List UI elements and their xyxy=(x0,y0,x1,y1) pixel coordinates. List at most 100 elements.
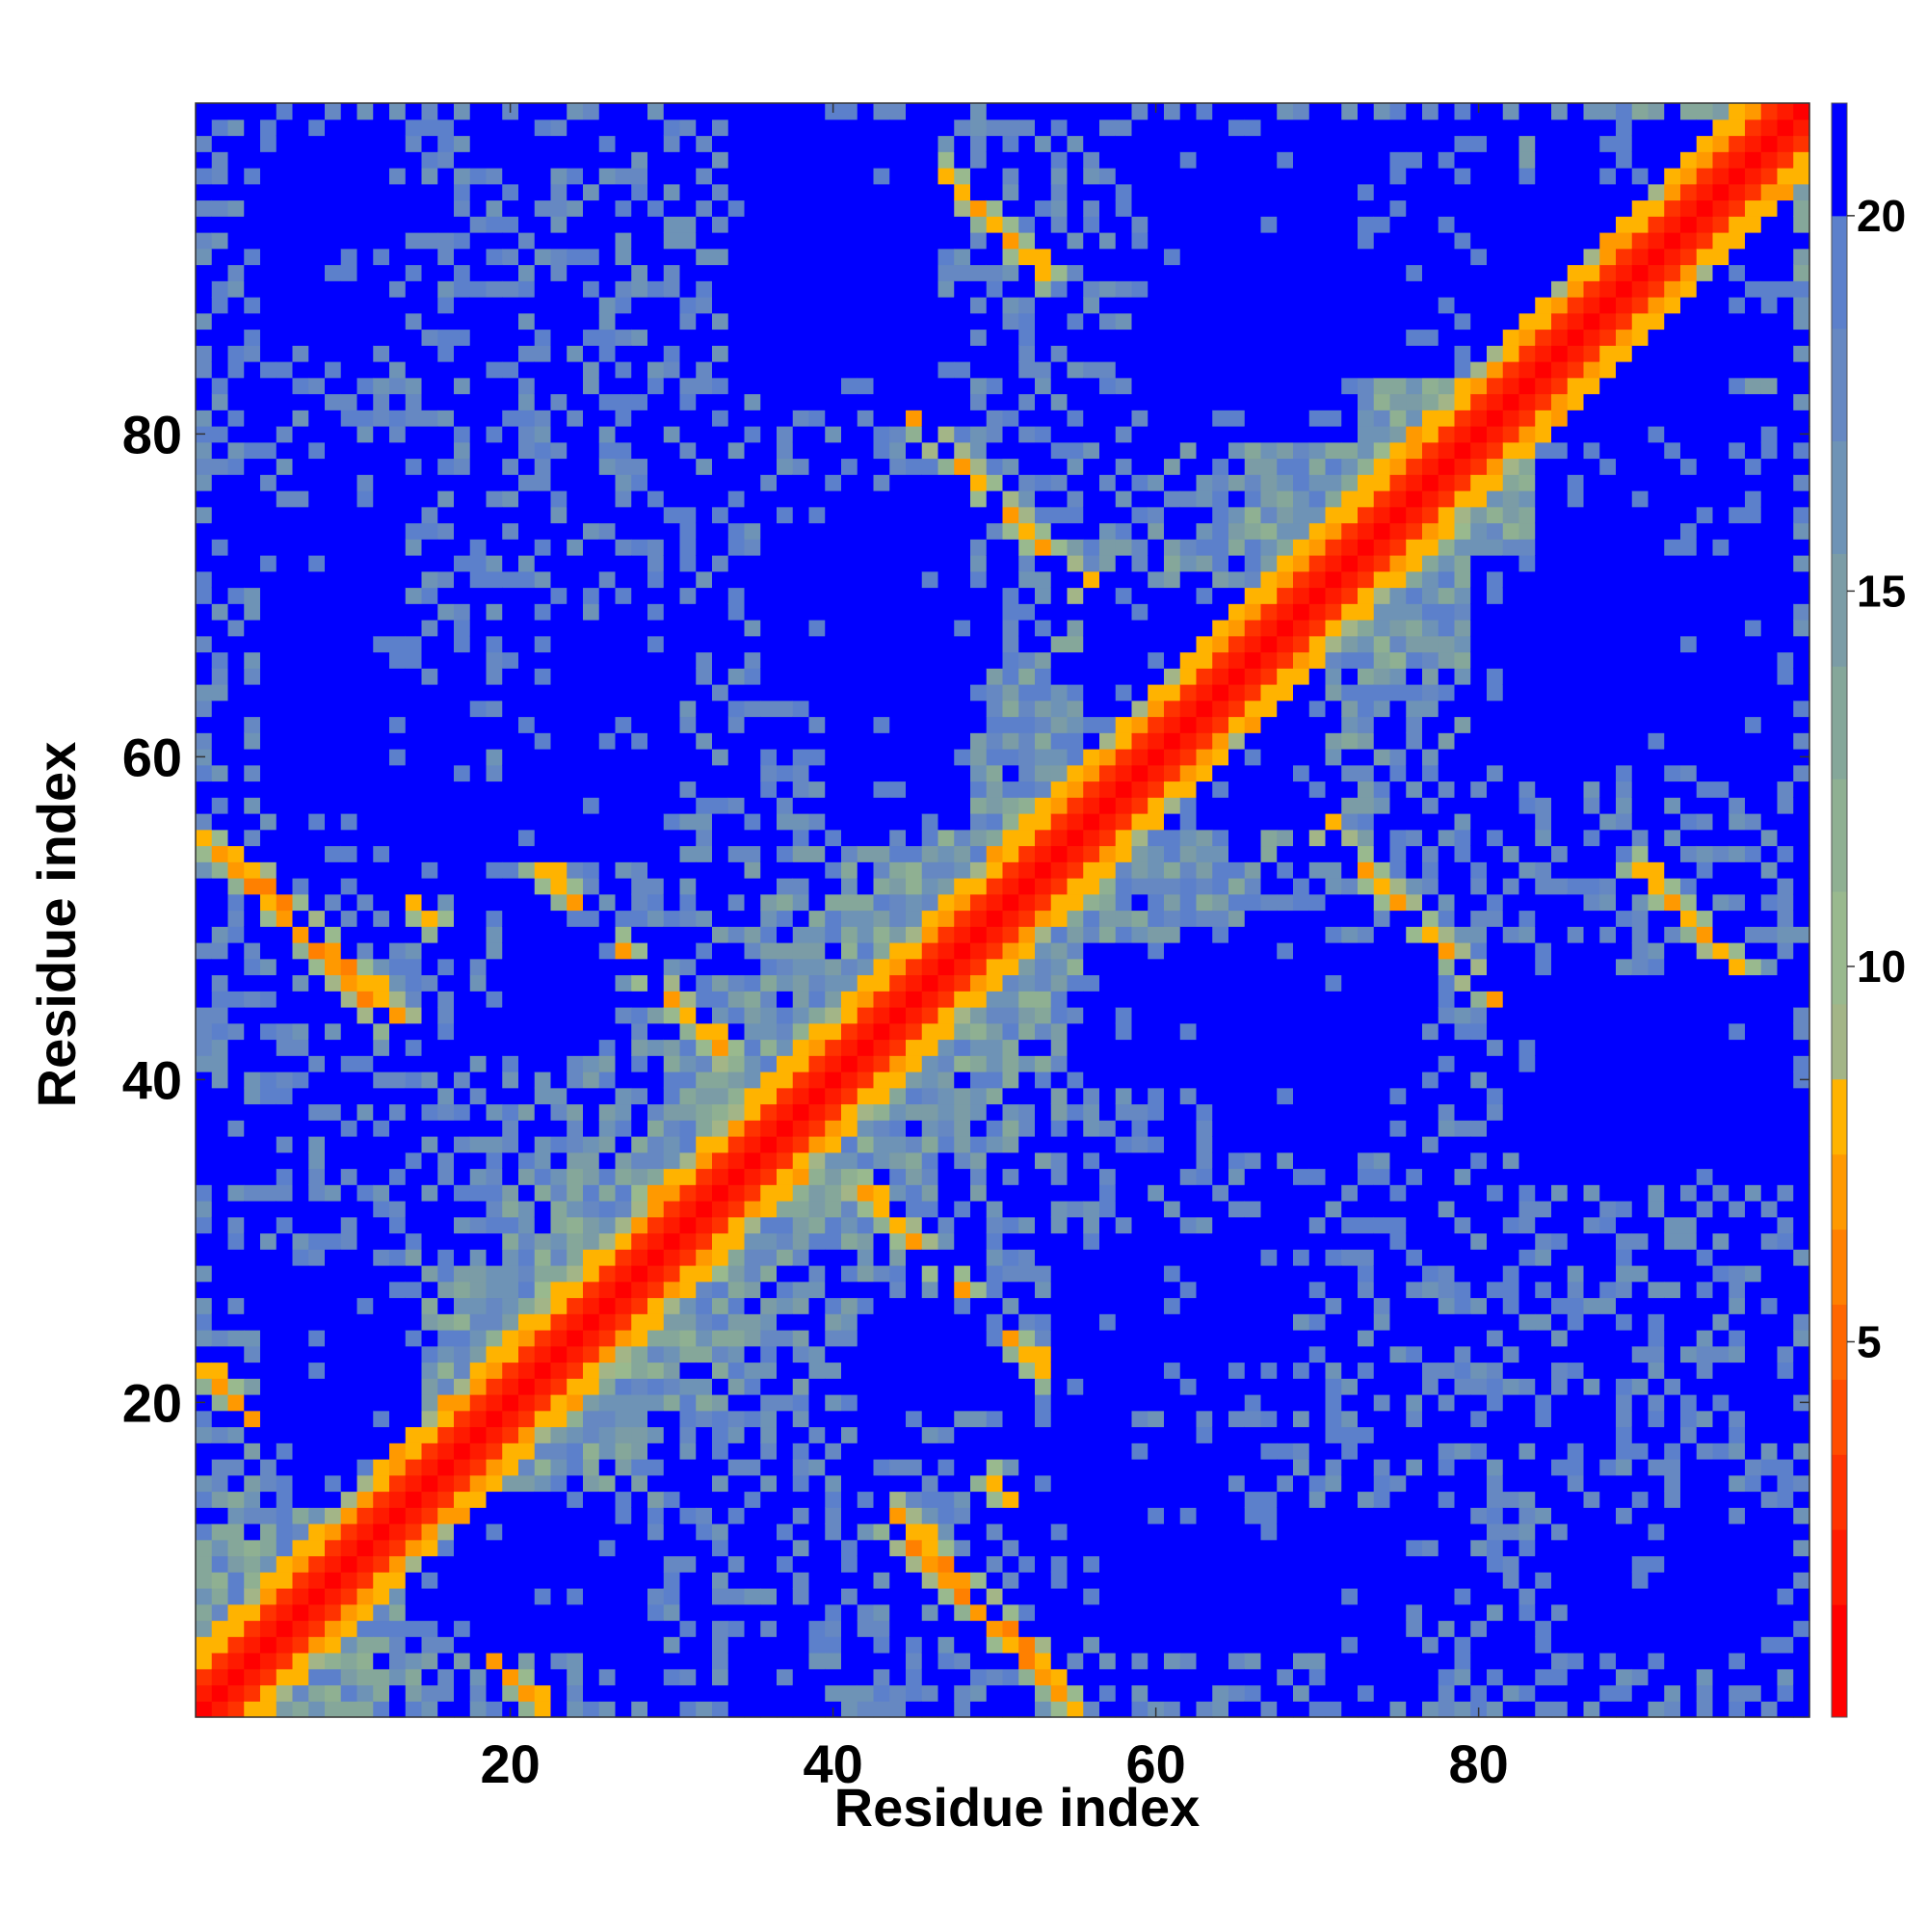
heatmap-cell xyxy=(631,749,648,766)
heatmap-cell xyxy=(696,1345,713,1363)
heatmap-cell xyxy=(986,1297,1004,1314)
heatmap-cell xyxy=(921,620,939,637)
heatmap-cell xyxy=(970,1330,988,1347)
heatmap-cell xyxy=(841,1313,858,1331)
heatmap-cell xyxy=(583,216,600,233)
heatmap-cell xyxy=(405,474,423,491)
heatmap-cell xyxy=(760,297,778,314)
heatmap-cell xyxy=(583,1362,600,1379)
heatmap-cell xyxy=(292,377,309,395)
heatmap-cell xyxy=(744,183,761,201)
heatmap-cell xyxy=(986,1442,1004,1460)
heatmap-cell xyxy=(196,797,213,814)
heatmap-cell xyxy=(567,1022,584,1041)
heatmap-cell xyxy=(598,458,617,475)
heatmap-cell xyxy=(937,893,955,912)
heatmap-cell xyxy=(437,280,455,298)
heatmap-cell xyxy=(873,1523,890,1541)
heatmap-cell xyxy=(340,410,358,427)
heatmap-cell xyxy=(356,393,374,410)
heatmap-cell xyxy=(712,1007,729,1024)
heatmap-cell xyxy=(808,1378,826,1395)
heatmap-cell xyxy=(486,1684,503,1702)
heatmap-cell xyxy=(583,1103,600,1121)
heatmap-cell xyxy=(308,1103,326,1121)
heatmap-cell xyxy=(518,1072,536,1089)
heatmap-cell xyxy=(631,1265,648,1283)
heatmap-cell xyxy=(534,539,552,556)
heatmap-cell xyxy=(486,635,503,653)
heatmap-cell xyxy=(356,1072,374,1089)
heatmap-cell xyxy=(921,1410,939,1428)
heatmap-cell xyxy=(970,1136,988,1153)
heatmap-cell xyxy=(727,1201,746,1218)
heatmap-cell xyxy=(937,1313,955,1331)
heatmap-cell xyxy=(841,280,858,298)
heatmap-cell xyxy=(696,1362,713,1379)
heatmap-cell xyxy=(921,345,939,362)
heatmap-cell xyxy=(421,1345,438,1363)
heatmap-cell xyxy=(502,522,519,540)
heatmap-cell xyxy=(405,103,423,120)
heatmap-cell xyxy=(486,1491,503,1508)
heatmap-cell xyxy=(437,1265,455,1283)
heatmap-cell xyxy=(211,1232,229,1250)
heatmap-cell xyxy=(550,168,568,185)
heatmap-cell xyxy=(825,749,842,766)
heatmap-cell xyxy=(744,426,761,443)
heatmap-cell xyxy=(808,1151,826,1170)
heatmap-cell xyxy=(825,280,842,298)
heatmap-cell xyxy=(276,1668,294,1686)
heatmap-cell xyxy=(792,668,810,685)
heatmap-cell xyxy=(792,119,810,137)
heatmap-cell xyxy=(373,635,390,653)
heatmap-cell xyxy=(437,119,455,137)
heatmap-cell xyxy=(873,861,890,879)
heatmap-cell xyxy=(244,297,261,314)
heatmap-cell xyxy=(598,248,617,266)
heatmap-cell xyxy=(227,603,245,621)
heatmap-cell xyxy=(534,1216,552,1234)
heatmap-cell xyxy=(227,168,245,185)
heatmap-cell xyxy=(405,490,423,508)
heatmap-cell xyxy=(744,393,761,410)
heatmap-cell xyxy=(502,474,519,491)
heatmap-cell xyxy=(954,1491,971,1508)
heatmap-cell xyxy=(550,732,568,750)
heatmap-cell xyxy=(356,506,374,524)
heatmap-cell xyxy=(663,1426,681,1443)
heatmap-cell xyxy=(518,1151,536,1170)
heatmap-cell xyxy=(196,183,213,201)
heatmap-cell xyxy=(534,199,552,217)
heatmap-cell xyxy=(906,668,923,685)
heatmap-cell xyxy=(292,1168,309,1185)
heatmap-cell xyxy=(469,1507,488,1524)
heatmap-cell xyxy=(970,926,988,943)
heatmap-cell xyxy=(889,280,907,298)
heatmap-cell xyxy=(727,1603,746,1622)
heatmap-cell xyxy=(712,1620,729,1637)
heatmap-cell xyxy=(244,603,261,621)
heatmap-cell xyxy=(631,410,648,427)
heatmap-cell xyxy=(405,312,423,331)
heatmap-cell xyxy=(921,506,939,524)
heatmap-cell xyxy=(534,1039,552,1056)
heatmap-cell xyxy=(260,1588,277,1605)
heatmap-cell xyxy=(954,1572,971,1589)
heatmap-cell xyxy=(631,1330,648,1347)
heatmap-cell xyxy=(841,1684,858,1702)
heatmap-cell xyxy=(276,1103,294,1121)
heatmap-cell xyxy=(727,1330,746,1347)
heatmap-cell xyxy=(744,668,761,685)
heatmap-cell xyxy=(469,345,488,362)
heatmap-cell xyxy=(937,183,955,201)
heatmap-cell xyxy=(502,1313,519,1331)
heatmap-cell xyxy=(777,1249,794,1266)
heatmap-cell xyxy=(825,813,842,831)
heatmap-cell xyxy=(227,119,245,137)
heatmap-cell xyxy=(308,183,326,201)
heatmap-cell xyxy=(486,991,503,1008)
heatmap-cell xyxy=(502,861,519,879)
heatmap-cell xyxy=(631,361,648,379)
heatmap-cell xyxy=(744,1507,761,1524)
